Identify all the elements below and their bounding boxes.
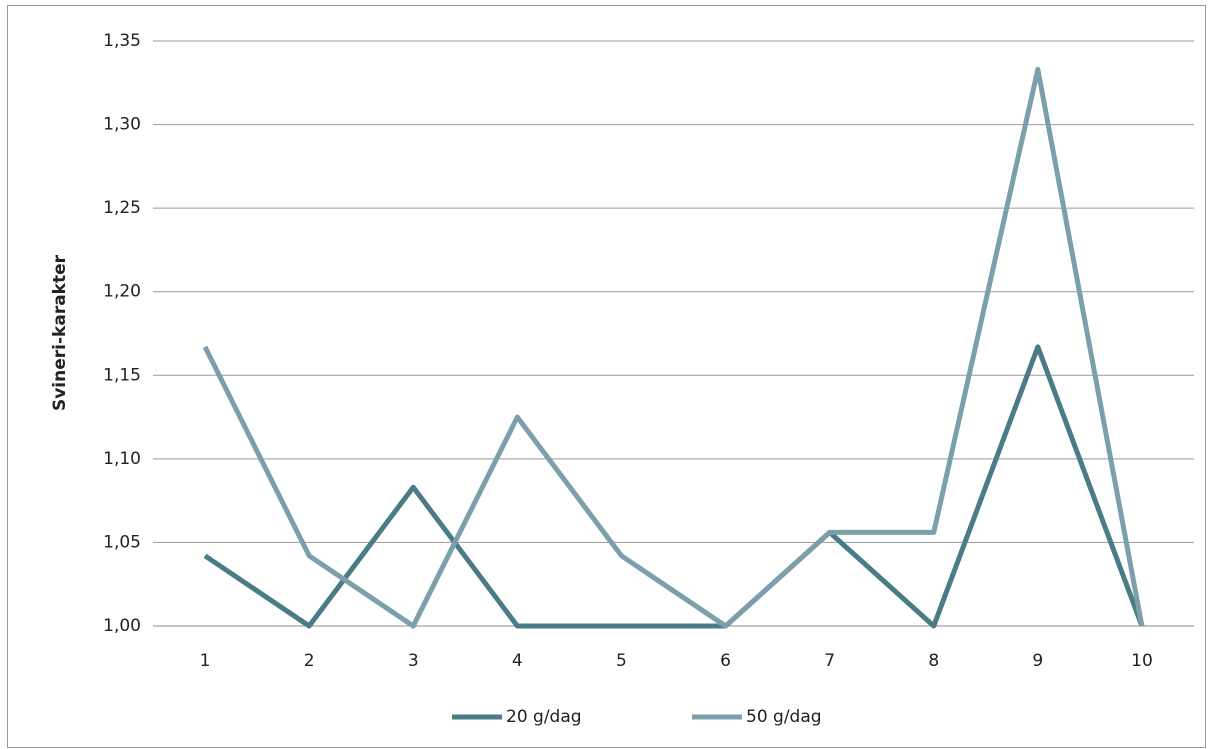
x-tick-label: 9 xyxy=(1032,651,1043,671)
y-tick-label: 1,30 xyxy=(103,115,141,135)
y-tick-label: 1,20 xyxy=(103,282,141,302)
y-tick-label: 1,10 xyxy=(103,449,141,469)
y-tick-label: 1,25 xyxy=(103,198,141,218)
series-line xyxy=(203,344,1145,629)
x-tick-label: 6 xyxy=(720,651,731,671)
x-tick-label: 10 xyxy=(1131,651,1153,671)
x-tick-label: 7 xyxy=(824,651,835,671)
y-tick-label: 1,00 xyxy=(103,616,141,636)
series-line xyxy=(202,66,1145,629)
x-tick-label: 4 xyxy=(512,651,523,671)
y-axis-label: Svineri-karakter xyxy=(50,254,70,411)
y-tick-label: 1,15 xyxy=(103,365,141,385)
x-tick-label: 5 xyxy=(616,651,627,671)
x-tick-label: 3 xyxy=(408,651,419,671)
x-tick-label: 8 xyxy=(928,651,939,671)
y-tick-label: 1,35 xyxy=(103,31,141,51)
x-tick-label: 1 xyxy=(200,651,211,671)
legend-label: 50 g/dag xyxy=(746,707,822,727)
x-tick-label: 2 xyxy=(304,651,315,671)
y-tick-label: 1,05 xyxy=(103,532,141,552)
legend-label: 20 g/dag xyxy=(506,707,582,727)
